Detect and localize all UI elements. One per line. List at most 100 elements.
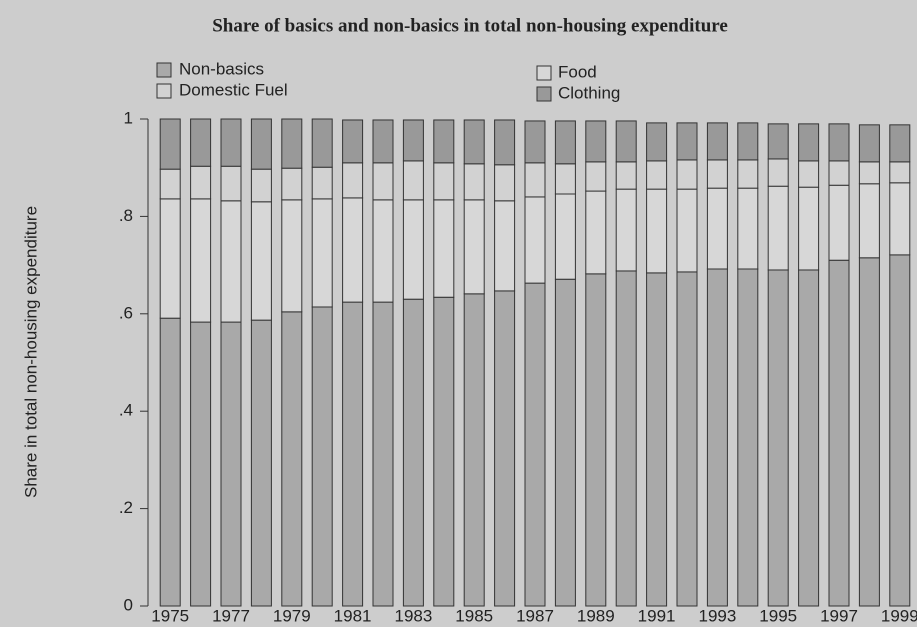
- bar-segment: [463, 293, 485, 607]
- bar-segment: [858, 257, 880, 607]
- bar-segment: [737, 122, 759, 161]
- bar-segment: [250, 201, 272, 321]
- bar-segment: [494, 290, 516, 607]
- bar-segment: [767, 185, 789, 271]
- bar-segment: [737, 187, 759, 270]
- bar-segment: [402, 160, 424, 201]
- bar-segment: [676, 159, 698, 190]
- bar-segment: [433, 199, 455, 298]
- bar-segment: [250, 118, 272, 170]
- bar-segment: [737, 159, 759, 189]
- y-tick-label: .4: [119, 401, 133, 420]
- bar-segment: [615, 161, 637, 190]
- y-tick-label: .2: [119, 498, 133, 517]
- x-tick-label: 1985: [455, 606, 493, 625]
- bar-segment: [767, 269, 789, 607]
- bar-segment: [281, 311, 303, 607]
- bar-segment: [342, 119, 364, 164]
- bar-segment: [798, 269, 820, 607]
- legend-label: Non-basics: [179, 59, 264, 78]
- bar-segment: [646, 160, 668, 190]
- bar-segment: [554, 278, 576, 607]
- bar-segment: [372, 301, 394, 607]
- x-tick-label: 1977: [212, 606, 250, 625]
- bar-segment: [798, 123, 820, 162]
- bar-segment: [433, 162, 455, 201]
- bar-segment: [281, 167, 303, 201]
- x-tick-label: 1993: [698, 606, 736, 625]
- bar-segment: [463, 199, 485, 295]
- bar-segment: [190, 321, 212, 607]
- bar-segment: [706, 187, 728, 270]
- bar-segment: [494, 164, 516, 202]
- bar-segment: [494, 119, 516, 166]
- bar-segment: [554, 163, 576, 195]
- legend-label: Food: [558, 62, 597, 81]
- x-tick-label: 1997: [820, 606, 858, 625]
- bar-segment: [858, 124, 880, 163]
- bar-segment: [281, 199, 303, 313]
- bar-segment: [828, 160, 850, 186]
- bar-segment: [524, 120, 546, 164]
- bar-segment: [281, 118, 303, 169]
- bar-segment: [190, 165, 212, 200]
- bar-segment: [828, 123, 850, 162]
- bar-segment: [433, 296, 455, 607]
- bar-segment: [342, 301, 364, 607]
- bar-segment: [220, 118, 242, 167]
- bar-segment: [311, 166, 333, 200]
- bar-segment: [554, 120, 576, 165]
- bar-segment: [311, 198, 333, 308]
- bar-segment: [706, 268, 728, 607]
- bar-segment: [585, 161, 607, 192]
- bar-segment: [767, 123, 789, 160]
- bar-segment: [494, 200, 516, 292]
- bar-segment: [889, 124, 911, 163]
- bar-segment: [190, 198, 212, 323]
- x-tick-label: 1975: [151, 606, 189, 625]
- y-tick-label: .6: [119, 303, 133, 322]
- bar-segment: [220, 200, 242, 323]
- bar-segment: [463, 119, 485, 165]
- bar-segment: [311, 118, 333, 168]
- x-tick-label: 1979: [273, 606, 311, 625]
- bar-segment: [342, 197, 364, 303]
- bar-segment: [402, 119, 424, 162]
- y-tick-label: 0: [124, 595, 133, 614]
- legend-swatch: [156, 83, 172, 99]
- x-tick-label: 1999: [881, 606, 917, 625]
- bar-segment: [889, 161, 911, 184]
- bar-segment: [767, 158, 789, 187]
- bar-segment: [858, 161, 880, 185]
- bar-segment: [646, 188, 668, 274]
- bar-segment: [159, 168, 181, 200]
- bar-segment: [524, 162, 546, 198]
- bar-segment: [311, 306, 333, 607]
- bar-segment: [372, 162, 394, 201]
- bar-segment: [828, 259, 850, 607]
- x-tick-label: 1995: [759, 606, 797, 625]
- bar-segment: [190, 118, 212, 167]
- bar-segment: [737, 268, 759, 607]
- bar-segment: [402, 298, 424, 607]
- legend: Non-basics Domestic Fuel Food Clothing: [156, 59, 620, 102]
- bar-segment: [463, 163, 485, 201]
- bar-segment: [585, 190, 607, 275]
- bar-segment: [676, 188, 698, 273]
- bar-segment: [798, 160, 820, 188]
- bar-segment: [159, 118, 181, 170]
- bar-segment: [372, 119, 394, 164]
- chart-title: Share of basics and non-basics in total …: [212, 15, 728, 36]
- bar-segment: [615, 270, 637, 607]
- bar-segment: [402, 199, 424, 300]
- bar-segment: [828, 184, 850, 261]
- bar-segment: [858, 183, 880, 259]
- bar-segment: [615, 120, 637, 163]
- bar-segment: [524, 282, 546, 607]
- x-tick-label: 1987: [516, 606, 554, 625]
- x-tick-label: 1989: [577, 606, 615, 625]
- y-tick-label: .8: [119, 206, 133, 225]
- bar-segment: [585, 273, 607, 607]
